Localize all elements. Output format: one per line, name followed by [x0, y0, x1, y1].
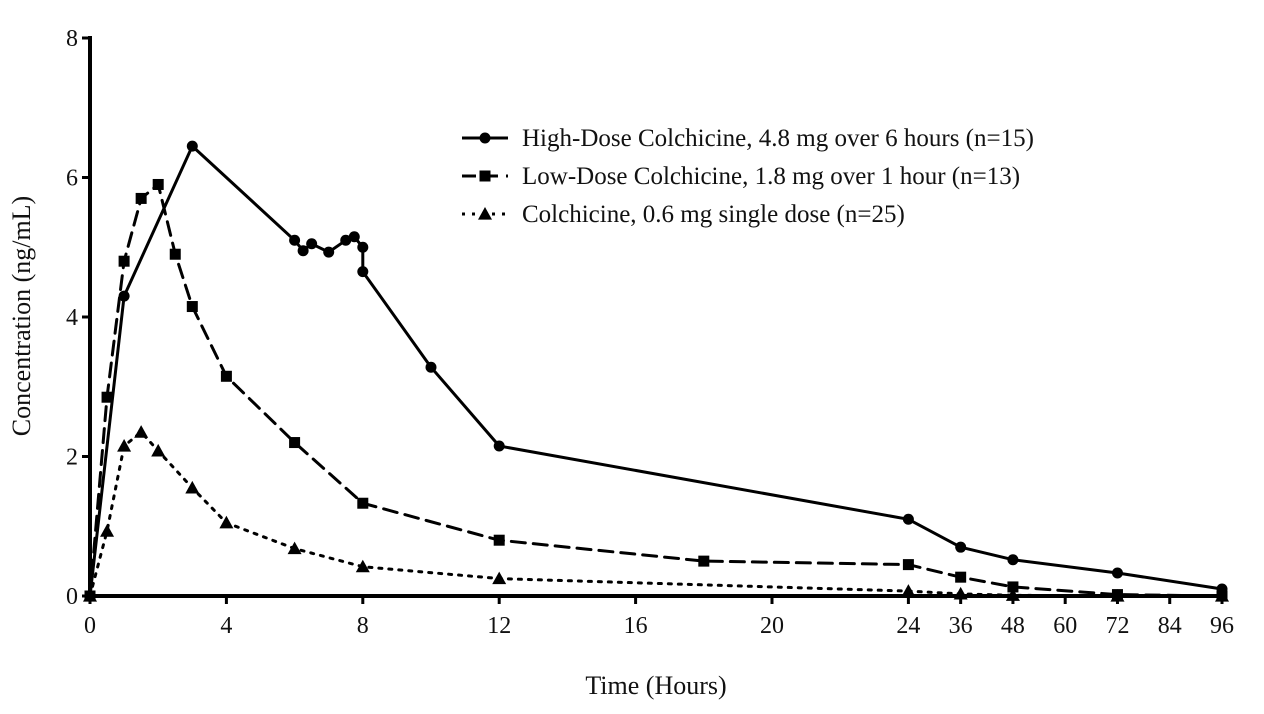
low-dose-line [88, 183, 1224, 598]
legend-single-dose-label: Colchicine, 0.6 mg single dose (n=25) [522, 201, 905, 228]
x-tick-label: 36 [949, 613, 973, 639]
x-tick-label: 84 [1158, 613, 1182, 639]
high-dose-point [306, 238, 318, 250]
high-dose-point [186, 140, 198, 152]
legend: High-Dose Colchicine, 4.8 mg over 6 hour… [462, 125, 1034, 228]
legend-single-dose-marker [478, 207, 492, 220]
low-dose-point [289, 437, 301, 449]
high-dose-point [118, 290, 130, 302]
high-dose-point [323, 246, 335, 258]
single-dose-point [117, 439, 132, 452]
y-tick-label: 8 [66, 26, 78, 52]
high-dose-point [902, 513, 914, 525]
x-tick-label: 12 [487, 613, 511, 639]
single-dose-point [355, 559, 370, 573]
x-tick-label: 4 [220, 613, 232, 639]
single-dose-point [1215, 589, 1229, 602]
high-dose-point [348, 231, 360, 243]
low-dose-point [101, 391, 113, 403]
single-dose-point [219, 515, 234, 529]
low-dose-point [169, 248, 181, 260]
high-dose-point [493, 440, 505, 452]
single-dose-point [1110, 589, 1125, 602]
y-tick-label: 2 [66, 445, 78, 471]
x-tick-label: 96 [1210, 613, 1234, 639]
y-tick-label: 0 [66, 584, 78, 610]
x-tick-label: 0 [84, 613, 96, 639]
single-dose-line [88, 430, 1224, 598]
x-tick-label: 20 [760, 613, 784, 639]
high-dose-point [357, 266, 369, 278]
low-dose-point [118, 255, 130, 267]
single-dose-point [134, 425, 149, 438]
y-axis-label: Concentration (ng/mL) [7, 196, 36, 436]
high-dose-point [289, 234, 301, 246]
x-tick-label: 72 [1105, 613, 1129, 639]
x-tick-label: 16 [624, 613, 648, 639]
single-dose-point [100, 524, 115, 537]
high-dose-point [1007, 554, 1019, 566]
high-dose-line [88, 144, 1224, 598]
low-dose-point [1007, 581, 1019, 593]
low-dose-point [955, 571, 967, 583]
high-dose-point [357, 241, 369, 253]
low-dose-point [152, 178, 164, 190]
x-tick-label: 8 [357, 613, 369, 639]
low-dose-point [493, 534, 505, 546]
high-dose-point [955, 541, 967, 553]
single-dose-point [1005, 588, 1020, 601]
low-dose-point [186, 301, 198, 313]
single-dose-point [151, 443, 166, 457]
single-dose-point [492, 571, 507, 585]
series-single-dose [83, 425, 1229, 602]
low-dose-point [698, 555, 710, 567]
single-dose-point [185, 480, 200, 494]
high-dose-point [425, 361, 437, 373]
y-tick-label: 4 [66, 305, 78, 331]
high-dose-point [297, 245, 309, 257]
x-tick-label: 48 [1001, 613, 1025, 639]
x-axis-label: Time (Hours) [585, 671, 726, 700]
single-dose-point [287, 541, 302, 555]
single-dose-point [83, 589, 97, 602]
low-dose-point [902, 559, 914, 571]
series-layer [83, 140, 1229, 602]
low-dose-point [357, 497, 369, 509]
high-dose-point [340, 234, 352, 246]
y-tick-label: 6 [66, 166, 78, 192]
high-dose-point [1111, 567, 1123, 579]
legend-low-dose-label: Low-Dose Colchicine, 1.8 mg over 1 hour … [522, 163, 1020, 190]
low-dose-point [220, 370, 232, 382]
single-dose-point [901, 584, 916, 597]
single-dose-point [953, 586, 968, 600]
legend-high-dose-label: High-Dose Colchicine, 4.8 mg over 6 hour… [522, 125, 1034, 152]
legend-high-dose-marker [479, 132, 491, 144]
low-dose-point [135, 192, 147, 204]
series-low-dose [84, 178, 1228, 602]
x-tick-label: 24 [896, 613, 920, 639]
legend-low-dose-marker [479, 170, 491, 182]
x-tick-label: 60 [1053, 613, 1077, 639]
